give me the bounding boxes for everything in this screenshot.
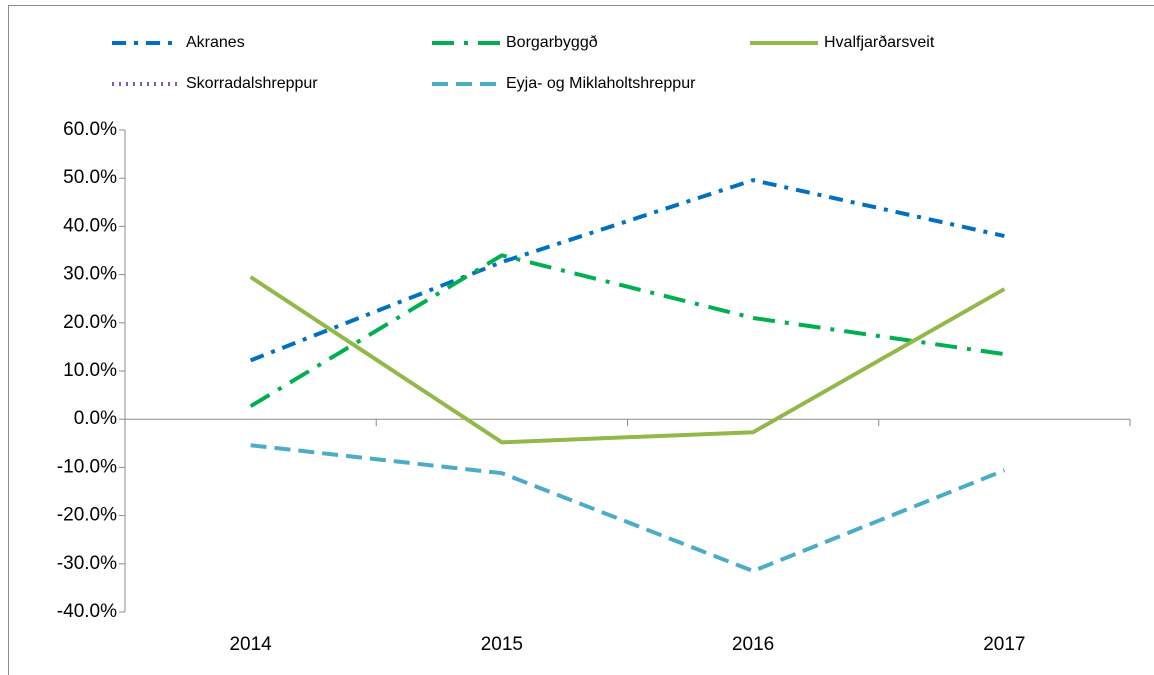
chart-border — [8, 5, 1154, 675]
series-line — [249, 275, 1006, 445]
y-tick-label: -20.0% — [57, 505, 117, 526]
series-line — [249, 253, 1005, 408]
x-tick-label: 2015 — [481, 634, 523, 655]
y-tick-label: 40.0% — [63, 215, 117, 236]
legend-label: Hvalfjarðarsveit — [824, 34, 935, 51]
x-tick-label: 2017 — [983, 634, 1025, 655]
legend-label: Borgarbyggð — [506, 34, 598, 51]
y-tick-label: 0.0% — [74, 408, 117, 429]
y-tick-label: -10.0% — [57, 456, 117, 477]
legend-label: Skorradalshreppur — [186, 75, 318, 92]
x-tick-label: 2016 — [732, 634, 774, 655]
y-tick-label: 50.0% — [63, 167, 117, 188]
legend-label: Akranes — [186, 34, 245, 51]
series-line — [250, 443, 1006, 574]
y-tick-label: 10.0% — [63, 360, 117, 381]
y-tick-label: -30.0% — [57, 553, 117, 574]
x-tick-label: 2014 — [229, 634, 272, 655]
series-line — [249, 178, 1005, 363]
legend-label: Eyja- og Miklaholtshreppur — [506, 75, 696, 92]
y-tick-label: 20.0% — [63, 312, 117, 333]
y-tick-label: 30.0% — [63, 264, 117, 285]
y-tick-label: -40.0% — [57, 601, 117, 622]
y-tick-label: 60.0% — [63, 119, 117, 140]
